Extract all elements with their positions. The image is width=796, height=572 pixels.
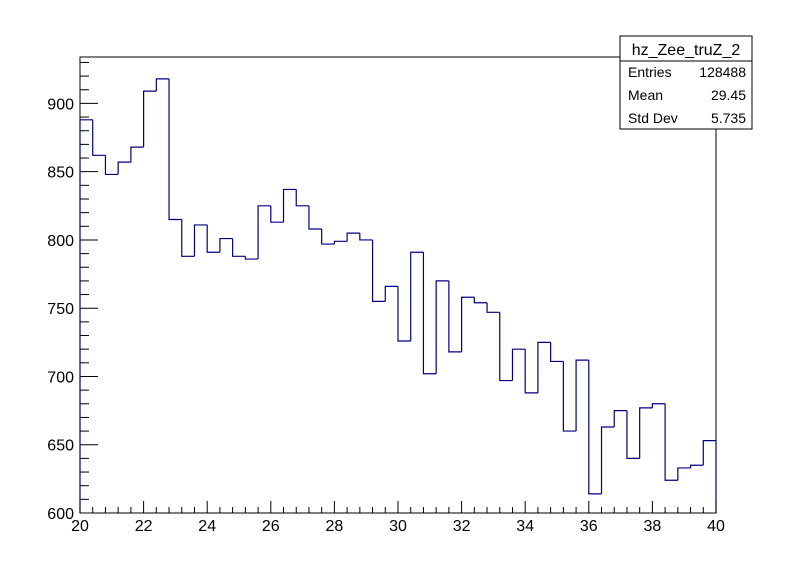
stats-entries-label: Entries <box>628 64 672 80</box>
histogram-bin <box>689 464 704 468</box>
x-tick-label: 20 <box>71 518 89 535</box>
x-tick-label: 24 <box>198 518 216 535</box>
x-tick-label: 32 <box>453 518 471 535</box>
histogram-bin <box>702 440 717 513</box>
histogram-bin <box>550 342 564 363</box>
histogram-bin <box>537 341 551 393</box>
stats-mean-label: Mean <box>628 87 663 103</box>
histogram-bin <box>384 285 398 302</box>
histogram-bin <box>232 238 246 257</box>
histogram-bin <box>499 312 513 382</box>
y-tick-label: 700 <box>47 369 74 386</box>
x-tick-label: 22 <box>135 518 153 535</box>
histogram-bin <box>130 146 144 163</box>
histogram-bin <box>333 240 348 245</box>
histogram-bin <box>104 155 119 176</box>
histogram-bin <box>244 256 259 260</box>
histogram-bin <box>308 205 322 230</box>
x-tick-label: 34 <box>516 518 534 535</box>
histogram-bin <box>257 205 271 260</box>
stats-mean-value: 29.45 <box>711 87 746 103</box>
x-tick-label: 28 <box>326 518 344 535</box>
histogram-bin <box>562 361 577 432</box>
stats-stddev-label: Std Dev <box>628 110 678 126</box>
stats-box-frame <box>619 35 753 130</box>
histogram-bin <box>168 78 182 221</box>
histogram-bin <box>613 410 627 427</box>
histogram-bin <box>448 280 462 353</box>
histogram-bin <box>117 161 131 175</box>
histogram-bin <box>524 349 538 394</box>
stats-box: hz_Zee_truZ_2 Entries 128488 Mean 29.45 … <box>619 35 753 130</box>
stats-entries-value: 128488 <box>699 64 746 80</box>
histogram-bin <box>626 410 640 459</box>
y-tick-label: 850 <box>47 165 74 182</box>
x-tick-label: 26 <box>262 518 280 535</box>
histogram-bin <box>371 239 386 302</box>
histogram-bin <box>473 297 488 304</box>
histogram-bin <box>422 252 437 375</box>
histogram-bin <box>486 302 500 313</box>
histogram-bin <box>143 90 157 148</box>
histogram-bin <box>219 237 233 253</box>
histogram-bin <box>511 348 526 381</box>
histogram-bin <box>79 119 93 513</box>
x-tick-label: 40 <box>707 518 725 535</box>
histogram-bin <box>639 407 653 459</box>
x-tick-label: 30 <box>389 518 407 535</box>
x-tick-label: 36 <box>580 518 598 535</box>
histogram-bin <box>295 189 309 207</box>
histogram-bin <box>282 188 297 223</box>
histogram-bin <box>92 119 106 156</box>
histogram-bin <box>600 426 615 494</box>
histogram-bin <box>155 78 170 92</box>
histogram-bin <box>397 286 411 342</box>
histogram-bin <box>321 229 335 245</box>
histogram-bin <box>575 359 589 432</box>
y-tick-label: 650 <box>47 438 74 455</box>
histogram-bin <box>664 403 678 481</box>
histogram-bin <box>193 224 208 257</box>
y-tick-label: 600 <box>47 506 74 523</box>
y-tick-label: 750 <box>47 301 74 318</box>
histogram-bin <box>410 251 424 341</box>
histogram-bin <box>435 280 449 374</box>
y-tick-label: 900 <box>47 96 74 113</box>
y-tick-label: 800 <box>47 233 74 250</box>
histogram-bin <box>677 467 691 481</box>
x-tick-label: 38 <box>644 518 662 535</box>
histogram-bin <box>346 232 360 242</box>
histogram-bin <box>359 233 373 241</box>
histogram-bin <box>270 205 284 223</box>
histogram-bin <box>181 219 195 257</box>
histogram-bin <box>651 403 666 408</box>
histogram-bin <box>206 224 220 253</box>
stats-stddev-value: 5.735 <box>711 110 746 126</box>
histogram-bin <box>588 360 602 495</box>
histogram-bin <box>461 296 475 352</box>
stats-box-title: hz_Zee_truZ_2 <box>632 42 741 59</box>
plot-area: 20 22 24 26 28 30 32 34 36 38 40 600 650 700 750 800 850… <box>47 56 725 535</box>
